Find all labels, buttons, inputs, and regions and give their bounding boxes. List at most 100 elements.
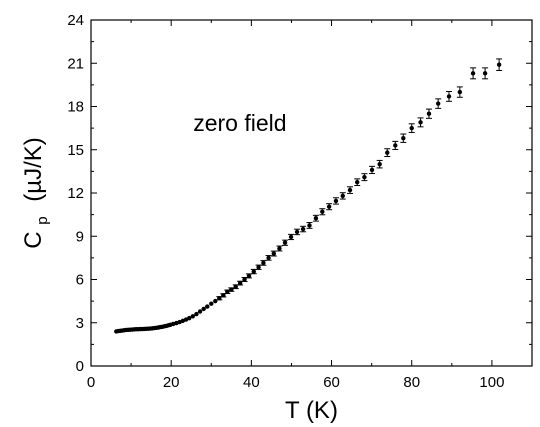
marker	[261, 260, 266, 266]
marker	[201, 306, 206, 312]
data-point	[425, 108, 432, 119]
data-point	[326, 203, 333, 211]
data-point	[346, 186, 353, 194]
x-tick-label: 60	[323, 374, 340, 391]
x-tick-label: 0	[87, 374, 95, 391]
marker	[313, 216, 319, 221]
marker	[340, 193, 345, 199]
svg-text:C p (µJ/K): C p (µJ/K)	[20, 137, 53, 249]
data-point	[205, 304, 210, 309]
y-axis-label-main: C	[20, 231, 47, 248]
data-point	[376, 159, 383, 169]
x-tick-label: 80	[403, 374, 420, 391]
data-point	[384, 148, 391, 158]
marker	[209, 301, 214, 306]
data-point	[260, 260, 267, 266]
y-tick-label: 6	[76, 272, 84, 289]
marker	[470, 71, 476, 76]
y-axis-ticks: 0 3 6 9 12 15 18 21 24	[67, 12, 532, 375]
marker	[355, 179, 360, 185]
data-point	[408, 123, 415, 133]
marker	[435, 101, 441, 106]
marker	[288, 234, 294, 240]
y-axis-label-subscript: p	[34, 216, 51, 224]
marker	[233, 284, 238, 289]
data-point	[187, 315, 192, 321]
marker	[237, 280, 243, 286]
marker	[307, 223, 312, 228]
data-point	[270, 250, 277, 257]
data-point	[312, 214, 319, 222]
data-point	[224, 289, 231, 294]
marker	[194, 311, 199, 317]
data-point	[496, 58, 503, 71]
data-point	[456, 86, 463, 98]
marker	[229, 287, 234, 292]
marker	[320, 209, 325, 214]
data-point	[201, 306, 206, 312]
data-point	[354, 178, 361, 187]
marker	[221, 293, 226, 298]
marker	[190, 314, 196, 319]
marker	[246, 273, 252, 279]
data-point	[250, 268, 257, 275]
marker	[271, 251, 277, 256]
data-point	[294, 228, 301, 236]
y-tick-label: 24	[67, 12, 84, 29]
data-point	[300, 225, 307, 233]
data-point	[319, 208, 326, 216]
y-tick-label: 3	[76, 315, 84, 332]
data-point	[332, 197, 339, 205]
marker	[377, 161, 382, 167]
marker	[282, 240, 288, 245]
marker	[385, 150, 390, 155]
data-point	[245, 273, 252, 279]
data-point	[276, 245, 283, 252]
marker	[333, 198, 339, 204]
marker	[225, 289, 230, 294]
x-tick-label: 100	[479, 374, 504, 391]
y-tick-label: 12	[67, 185, 84, 202]
data-point	[369, 165, 376, 175]
x-tick-label: 40	[243, 374, 260, 391]
marker	[409, 125, 414, 131]
marker	[362, 174, 367, 180]
marker	[496, 62, 502, 67]
data-point	[392, 140, 399, 150]
data-point	[282, 239, 289, 246]
marker	[197, 309, 203, 314]
data-point	[446, 91, 453, 102]
annotation-zero-field: zero field	[193, 110, 286, 136]
data-point	[339, 192, 346, 200]
data-point	[470, 67, 477, 80]
data-point	[255, 264, 262, 270]
data-point	[400, 133, 407, 143]
marker	[446, 94, 452, 99]
y-tick-label: 15	[67, 142, 84, 159]
marker	[242, 277, 247, 282]
data-points	[114, 58, 503, 334]
marker	[205, 304, 210, 309]
marker	[251, 269, 256, 274]
y-tick-label: 9	[76, 228, 84, 245]
y-axis-label-unit: (µJ/K)	[20, 137, 47, 202]
marker	[277, 246, 282, 251]
data-point	[288, 233, 295, 241]
x-axis-ticks: 0 20 40 60 80 100	[87, 20, 504, 391]
marker	[347, 187, 353, 193]
data-point	[241, 276, 248, 283]
data-point	[361, 173, 368, 182]
data-point	[265, 255, 272, 261]
marker	[426, 111, 432, 116]
marker	[401, 136, 406, 141]
y-axis-label: C p (µJ/K)	[20, 137, 53, 249]
marker	[393, 143, 398, 148]
marker	[482, 71, 488, 76]
data-point	[482, 67, 489, 80]
marker	[266, 255, 271, 261]
y-tick-label: 18	[67, 99, 84, 116]
data-point	[194, 311, 199, 317]
marker	[457, 89, 463, 95]
